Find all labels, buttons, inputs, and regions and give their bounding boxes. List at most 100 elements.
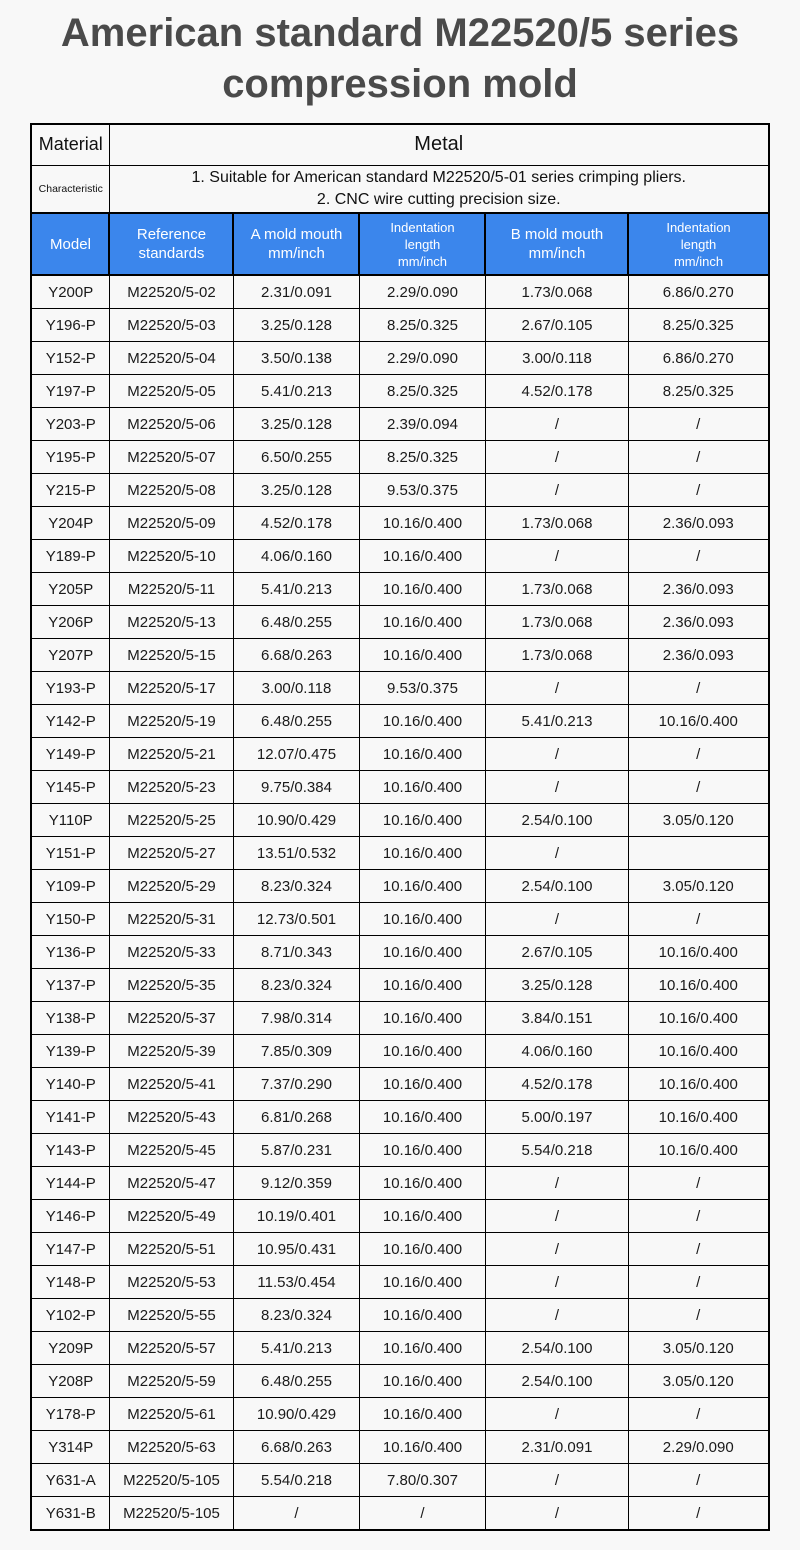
col-header-model: Model (30, 212, 111, 276)
table-row: Y207P M22520/5-15 6.68/0.263 10.16/0.400 1.7… (30, 638, 770, 672)
table-row: Y631-A M22520/5-105 5.54/0.218 7.80/0.307// (30, 1463, 770, 1497)
table-cell: 4.06/0.160 (484, 1034, 629, 1068)
table-cell: 10.16/0.400 (358, 1067, 486, 1101)
table-cell: 2.36/0.093 (627, 506, 770, 540)
table-cell: 10.16/0.400 (358, 1397, 486, 1431)
table-cell: M22520/5-53 (108, 1265, 234, 1299)
table-cell: 10.16/0.400 (358, 803, 486, 837)
table-cell: 1.73/0.068 (484, 506, 629, 540)
table-cell: M22520/5-10 (108, 539, 234, 573)
table-cell: 6.81/0.268 (232, 1100, 360, 1134)
table-cell: / (484, 1298, 629, 1332)
table-row: Y178-P M22520/5-61 10.90/0.429 10.16/0.400/… (30, 1397, 770, 1431)
table-cell: 10.16/0.400 (627, 1067, 770, 1101)
table-cell: Y102-P (30, 1298, 110, 1332)
table-cell: Y203-P (30, 407, 110, 441)
table-cell: 6.50/0.255 (232, 440, 360, 474)
table-cell: 10.16/0.400 (627, 935, 770, 969)
table-cell: 2.39/0.094 (358, 407, 486, 441)
table-cell: M22520/5-17 (108, 671, 234, 705)
table-row: Y138-P M22520/5-37 7.98/0.314 10.16/0.400 3.… (30, 1001, 770, 1035)
table-cell: 10.16/0.400 (358, 1331, 486, 1365)
table-row: Y209P M22520/5-57 5.41/0.213 10.16/0.400 2.5… (30, 1331, 770, 1365)
table-cell: 2.29/0.090 (358, 341, 486, 375)
table-cell: 2.36/0.093 (627, 605, 770, 639)
col-header-b-mold-mouth: B mold mouth mm/inch (484, 212, 630, 276)
table-cell: 1.73/0.068 (484, 274, 629, 309)
table-cell: / (484, 770, 629, 804)
table-cell: 2.31/0.091 (484, 1430, 629, 1464)
table-cell: 7.85/0.309 (232, 1034, 360, 1068)
table-cell: 3.25/0.128 (232, 473, 360, 507)
table-cell: M22520/5-39 (108, 1034, 234, 1068)
table-cell: 6.86/0.270 (627, 274, 770, 309)
table-cell: 10.16/0.400 (358, 902, 486, 936)
table-cell: M22520/5-33 (108, 935, 234, 969)
characteristic-value: 1. Suitable for American standard M22520… (108, 164, 770, 214)
table-cell: 4.52/0.178 (484, 374, 629, 408)
material-row: Material Metal (30, 123, 770, 166)
table-row: Y110P M22520/5-25 10.90/0.429 10.16/0.400 2.… (30, 803, 770, 837)
table-row: Y204P M22520/5-09 4.52/0.178 10.16/0.400 1.7… (30, 506, 770, 540)
table-row: Y189-P M22520/5-10 4.06/0.160 10.16/0.400// (30, 539, 770, 573)
table-cell: 2.54/0.100 (484, 1331, 629, 1365)
table-cell: Y144-P (30, 1166, 110, 1200)
table-row: Y102-P M22520/5-55 8.23/0.324 10.16/0.400// (30, 1298, 770, 1332)
col-header-indentation-length-b: Indentation length mm/inch (627, 212, 770, 276)
table-cell: Y137-P (30, 968, 110, 1002)
table-cell: 10.16/0.400 (627, 1133, 770, 1167)
table-cell: Y149-P (30, 737, 110, 771)
characteristic-label: Characteristic (30, 164, 110, 214)
table-cell: 9.75/0.384 (232, 770, 360, 804)
table-cell: 10.16/0.400 (358, 770, 486, 804)
table-cell: Y147-P (30, 1232, 110, 1266)
table-cell: M22520/5-08 (108, 473, 234, 507)
table-row: Y206P M22520/5-13 6.48/0.255 10.16/0.400 1.7… (30, 605, 770, 639)
table-cell: Y189-P (30, 539, 110, 573)
table-cell: 9.53/0.375 (358, 473, 486, 507)
table-cell: M22520/5-29 (108, 869, 234, 903)
table-cell: 8.25/0.325 (627, 374, 770, 408)
material-label: Material (30, 123, 110, 166)
table-cell: 5.41/0.213 (232, 374, 360, 408)
table-cell: 10.16/0.400 (627, 704, 770, 738)
table-cell: 6.86/0.270 (627, 341, 770, 375)
table-cell: Y196-P (30, 308, 110, 342)
table-cell: 10.16/0.400 (358, 869, 486, 903)
table-cell: / (627, 737, 770, 771)
table-cell: M22520/5-47 (108, 1166, 234, 1200)
table-cell: M22520/5-23 (108, 770, 234, 804)
table-cell: 4.06/0.160 (232, 539, 360, 573)
table-cell: 2.67/0.105 (484, 935, 629, 969)
table-cell: 4.52/0.178 (484, 1067, 629, 1101)
table-cell: / (627, 473, 770, 507)
table-cell: / (484, 902, 629, 936)
table-cell: Y209P (30, 1331, 110, 1365)
table-cell: 3.25/0.128 (232, 407, 360, 441)
table-cell: Y207P (30, 638, 110, 672)
table-cell: M22520/5-25 (108, 803, 234, 837)
table-cell: 10.16/0.400 (358, 1100, 486, 1134)
table-cell: 10.16/0.400 (627, 1100, 770, 1134)
table-cell: 3.00/0.118 (232, 671, 360, 705)
table-cell: 3.05/0.120 (627, 1331, 770, 1365)
table-row: Y137-P M22520/5-35 8.23/0.324 10.16/0.400 3.… (30, 968, 770, 1002)
table-row: Y215-P M22520/5-08 3.25/0.128 9.53/0.375// (30, 473, 770, 507)
table-cell: M22520/5-19 (108, 704, 234, 738)
table-cell: Y150-P (30, 902, 110, 936)
table-cell: 10.16/0.400 (358, 539, 486, 573)
table-row: Y196-P M22520/5-03 3.25/0.128 8.25/0.325 2.6… (30, 308, 770, 342)
table-cell: 8.23/0.324 (232, 1298, 360, 1332)
table-cell: 2.67/0.105 (484, 308, 629, 342)
table-row: Y139-P M22520/5-39 7.85/0.309 10.16/0.400 4.… (30, 1034, 770, 1068)
table-cell: 5.41/0.213 (232, 572, 360, 606)
table-cell: 8.71/0.343 (232, 935, 360, 969)
table-cell: M22520/5-59 (108, 1364, 234, 1398)
table-cell: / (627, 770, 770, 804)
table-cell: Y136-P (30, 935, 110, 969)
table-cell: 3.05/0.120 (627, 803, 770, 837)
table-cell: 5.54/0.218 (484, 1133, 629, 1167)
table-row: Y195-P M22520/5-07 6.50/0.255 8.25/0.325// (30, 440, 770, 474)
table-cell: 5.41/0.213 (484, 704, 629, 738)
table-cell: M22520/5-49 (108, 1199, 234, 1233)
